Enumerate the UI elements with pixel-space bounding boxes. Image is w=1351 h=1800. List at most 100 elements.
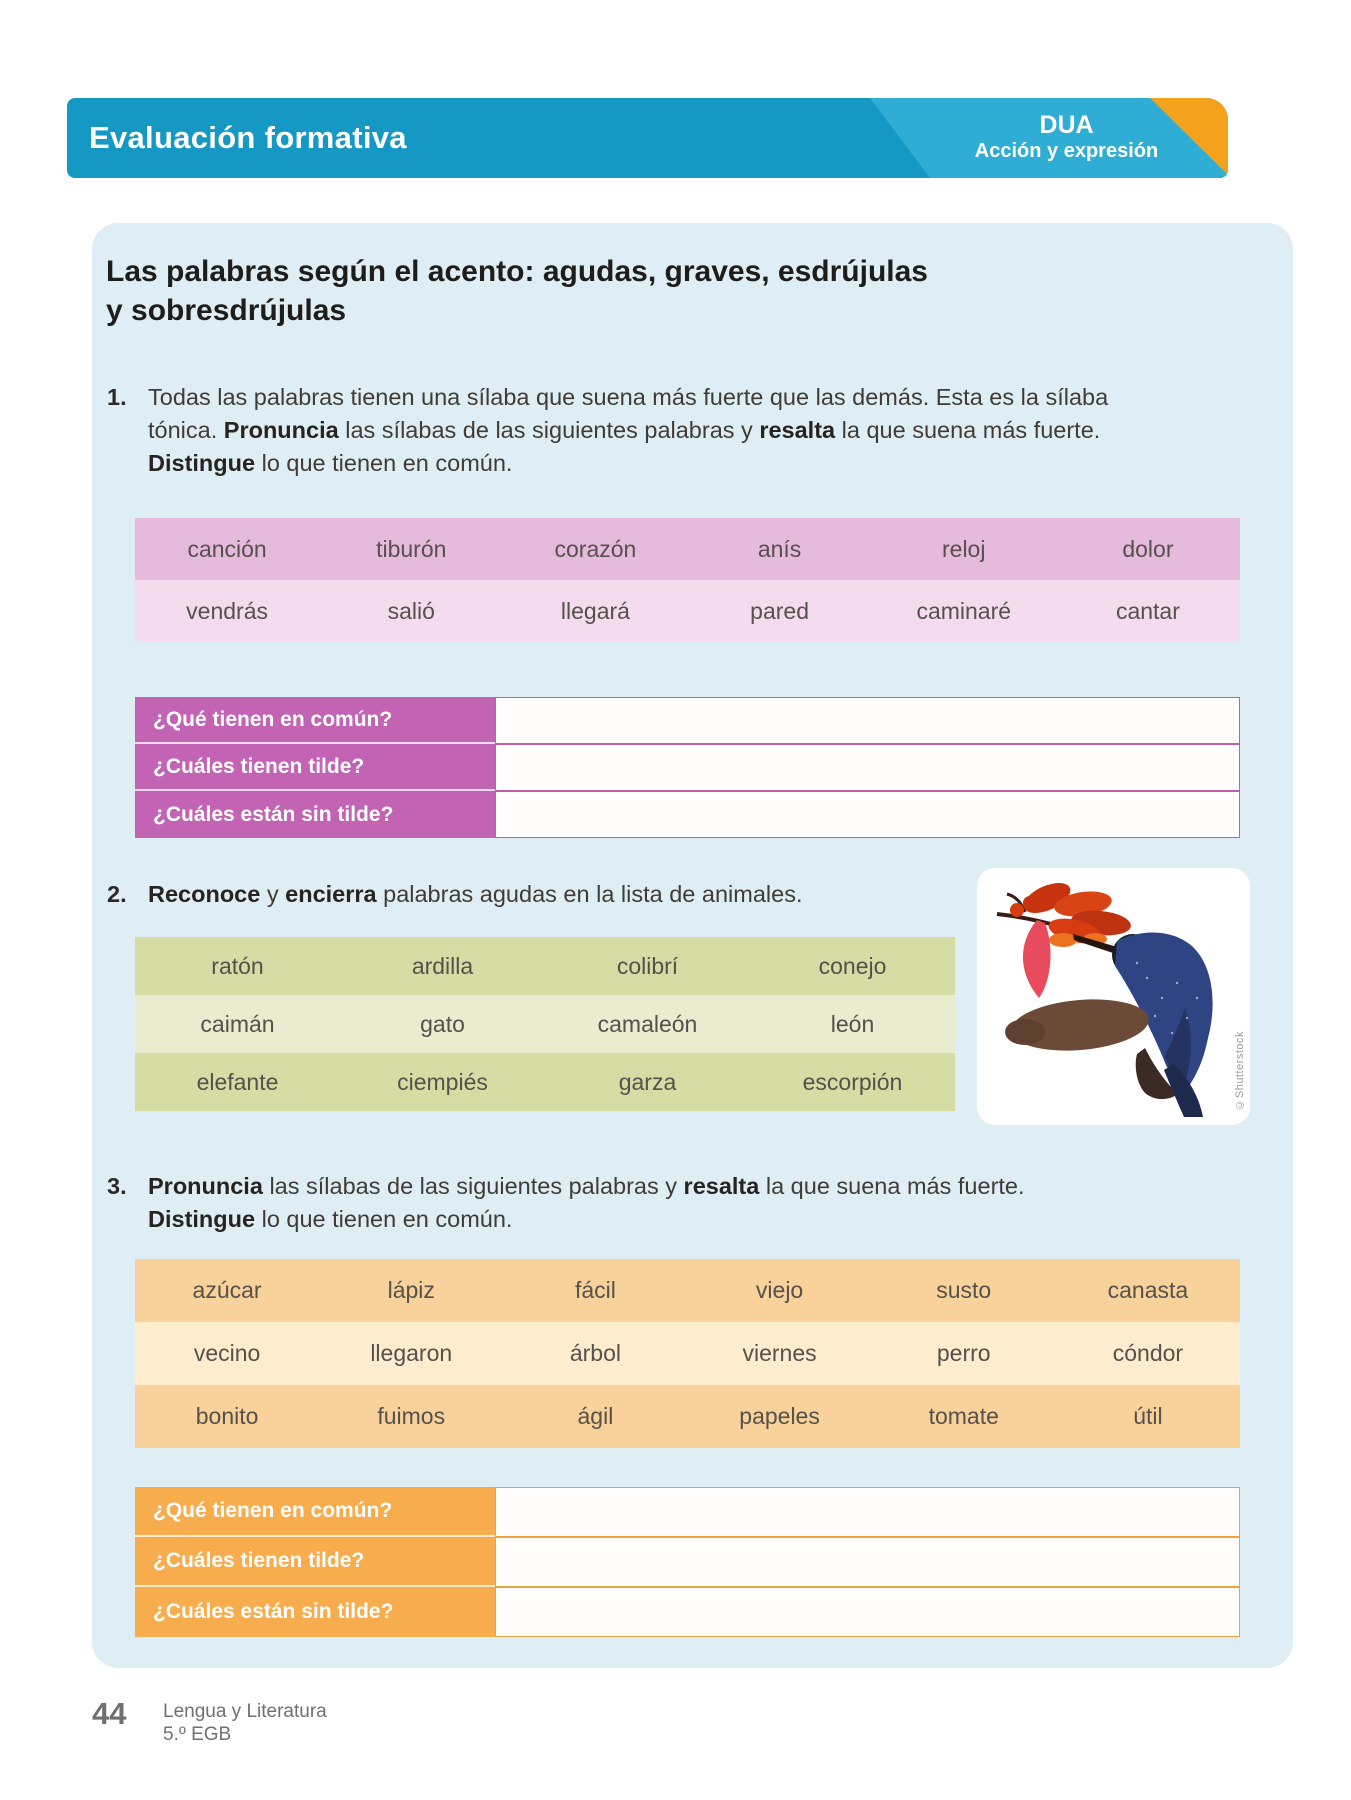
answer-cell[interactable] <box>495 1537 1240 1587</box>
dua-badge: DUA Acción y expresión <box>964 111 1169 163</box>
question-table-1: ¿Qué tienen en común? ¿Cuáles tienen til… <box>135 697 1240 838</box>
word-cell: ágil <box>577 1403 614 1429</box>
header-title: Evaluación formativa <box>89 120 407 155</box>
page-number: 44 <box>92 1696 127 1731</box>
animal-word-cell[interactable]: conejo <box>818 952 887 979</box>
word-cell: vecino <box>193 1340 261 1366</box>
exercise-2: 2. Reconoce y encierra palabras agudas e… <box>107 878 802 911</box>
word-cell: vendrás <box>186 597 268 624</box>
animal-word-cell[interactable]: león <box>830 1010 875 1037</box>
word-cell: azúcar <box>192 1277 262 1303</box>
word-cell: papeles <box>739 1403 820 1429</box>
table-row: elefante ciempiés garza escorpión <box>135 1053 955 1111</box>
animal-word-cell[interactable]: caimán <box>200 1010 275 1037</box>
animal-word-cell[interactable]: ratón <box>211 952 264 979</box>
hummingbird-image-card: ©Shutterstock <box>977 868 1250 1125</box>
dua-sublabel: Acción y expresión <box>974 140 1159 162</box>
answer-cell[interactable] <box>495 791 1240 838</box>
exercise-3: 3. Pronuncia las sílabas de las siguient… <box>107 1170 1025 1236</box>
question-label: ¿Cuáles tienen tilde? <box>135 744 495 791</box>
animal-word-cell[interactable]: colibrí <box>616 952 679 979</box>
exercise-3-number: 3. <box>107 1173 127 1199</box>
table-row: bonito fuimos ágil papeles tomate útil <box>135 1385 1240 1448</box>
exercise-2-text: Reconoce y encierra palabras agudas en l… <box>148 878 802 911</box>
answer-cell[interactable] <box>495 1587 1240 1637</box>
word-cell: dolor <box>1122 535 1174 562</box>
header-banner: Evaluación formativa DUA Acción y expres… <box>67 98 1228 178</box>
footer-grade: 5.º EGB <box>163 1724 232 1745</box>
word-cell: canción <box>187 535 267 562</box>
exercise-1-line: tónica. Pronuncia las sílabas de las sig… <box>148 417 1101 443</box>
lesson-title-line2: y sobresdrújulas <box>106 294 347 327</box>
word-cell: útil <box>1133 1403 1163 1429</box>
bird-beak <box>1073 934 1125 957</box>
word-table-agudas: canción tiburón corazón anís reloj dolor… <box>135 518 1240 642</box>
animal-word-cell[interactable]: elefante <box>196 1068 279 1095</box>
footer-book-info: Lengua y Literatura 5.º EGB <box>163 1700 327 1746</box>
word-cell: perro <box>936 1340 991 1366</box>
exercise-3-line: Pronuncia las sílabas de las siguientes … <box>148 1173 1025 1199</box>
question-row: ¿Cuáles están sin tilde? <box>135 1587 1240 1637</box>
exercise-1-line: Distingue lo que tienen en común. <box>148 450 513 476</box>
bird-wing <box>1005 999 1149 1051</box>
word-cell: llegaron <box>370 1340 453 1366</box>
exercise-1-line: Todas las palabras tienen una sílaba que… <box>148 384 1109 410</box>
word-cell: viejo <box>755 1277 804 1303</box>
question-row: ¿Cuáles tienen tilde? <box>135 1537 1240 1587</box>
table-row: canción tiburón corazón anís reloj dolor <box>135 518 1240 580</box>
feather-speckles <box>1135 961 1199 1035</box>
word-cell: caminaré <box>916 597 1012 624</box>
word-cell: tomate <box>928 1403 999 1429</box>
animal-word-cell[interactable]: ardilla <box>411 952 474 979</box>
exercise-1: 1. Todas las palabras tienen una sílaba … <box>107 381 1108 480</box>
table-row: azúcar lápiz fácil viejo susto canasta <box>135 1259 1240 1322</box>
red-flower <box>1010 883 1131 947</box>
word-cell: canasta <box>1107 1277 1189 1303</box>
word-cell: pared <box>750 597 809 624</box>
word-cell: bonito <box>195 1403 259 1429</box>
word-cell: fuimos <box>377 1403 446 1429</box>
animal-word-cell[interactable]: camaleón <box>597 1010 698 1037</box>
word-cell: salió <box>387 597 435 624</box>
question-row: ¿Qué tienen en común? <box>135 697 1240 744</box>
lesson-title: Las palabras según el acento: agudas, gr… <box>106 252 928 330</box>
word-cell: llegará <box>560 597 630 624</box>
word-table-graves: azúcar lápiz fácil viejo susto canasta v… <box>135 1259 1240 1448</box>
dua-label: DUA <box>1039 111 1094 139</box>
exercise-2-line: Reconoce y encierra palabras agudas en l… <box>148 881 803 907</box>
image-credit: ©Shutterstock <box>1234 1031 1246 1111</box>
animal-word-cell[interactable]: escorpión <box>802 1068 903 1095</box>
word-cell: árbol <box>569 1340 621 1366</box>
animal-word-cell[interactable]: garza <box>618 1068 677 1095</box>
question-table-3: ¿Qué tienen en común? ¿Cuáles tienen til… <box>135 1487 1240 1637</box>
exercise-3-text: Pronuncia las sílabas de las siguientes … <box>148 1170 1025 1236</box>
word-cell: anís <box>757 535 802 562</box>
word-cell: fácil <box>574 1277 616 1303</box>
answer-cell[interactable] <box>495 697 1240 744</box>
animal-word-cell[interactable]: ciempiés <box>397 1068 488 1095</box>
word-cell: corazón <box>554 535 637 562</box>
animal-table: ratón ardilla colibrí conejo caimán gato… <box>135 937 955 1111</box>
exercise-1-number: 1. <box>107 384 127 410</box>
footer-subject: Lengua y Literatura <box>163 1701 327 1722</box>
lesson-title-line1: Las palabras según el acento: agudas, gr… <box>106 255 928 288</box>
exercise-1-text: Todas las palabras tienen una sílaba que… <box>148 381 1108 480</box>
word-cell: susto <box>936 1277 992 1303</box>
table-row: vendrás salió llegará pared caminaré can… <box>135 580 1240 642</box>
animal-word-cell[interactable]: gato <box>420 1010 465 1037</box>
answer-cell[interactable] <box>495 744 1240 791</box>
exercise-3-line: Distingue lo que tienen en común. <box>148 1206 513 1232</box>
question-label: ¿Cuáles tienen tilde? <box>135 1537 495 1587</box>
question-label: ¿Qué tienen en común? <box>135 1487 495 1537</box>
bird-belly <box>1135 1048 1178 1100</box>
question-row: ¿Qué tienen en común? <box>135 1487 1240 1537</box>
word-cell: cantar <box>1115 597 1180 624</box>
word-cell: reloj <box>942 535 986 562</box>
answer-cell[interactable] <box>495 1487 1240 1537</box>
word-cell: viernes <box>742 1340 817 1366</box>
hummingbird-illustration <box>996 883 1213 1117</box>
question-row: ¿Cuáles tienen tilde? <box>135 744 1240 791</box>
table-row: ratón ardilla colibrí conejo <box>135 937 955 995</box>
table-row: vecino llegaron árbol viernes perro cónd… <box>135 1322 1240 1385</box>
